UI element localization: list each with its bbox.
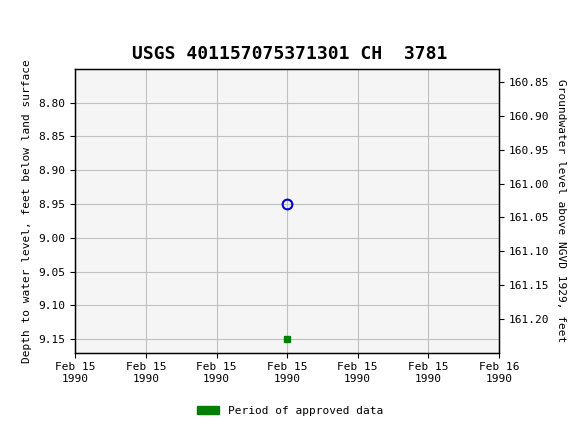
Y-axis label: Groundwater level above NGVD 1929, feet: Groundwater level above NGVD 1929, feet [556, 79, 566, 342]
Text: USGS 401157075371301 CH  3781: USGS 401157075371301 CH 3781 [132, 45, 448, 63]
Legend: Period of approved data: Period of approved data [193, 401, 387, 420]
Text: ≈USGS: ≈USGS [6, 12, 72, 33]
Y-axis label: Depth to water level, feet below land surface: Depth to water level, feet below land su… [21, 59, 32, 362]
